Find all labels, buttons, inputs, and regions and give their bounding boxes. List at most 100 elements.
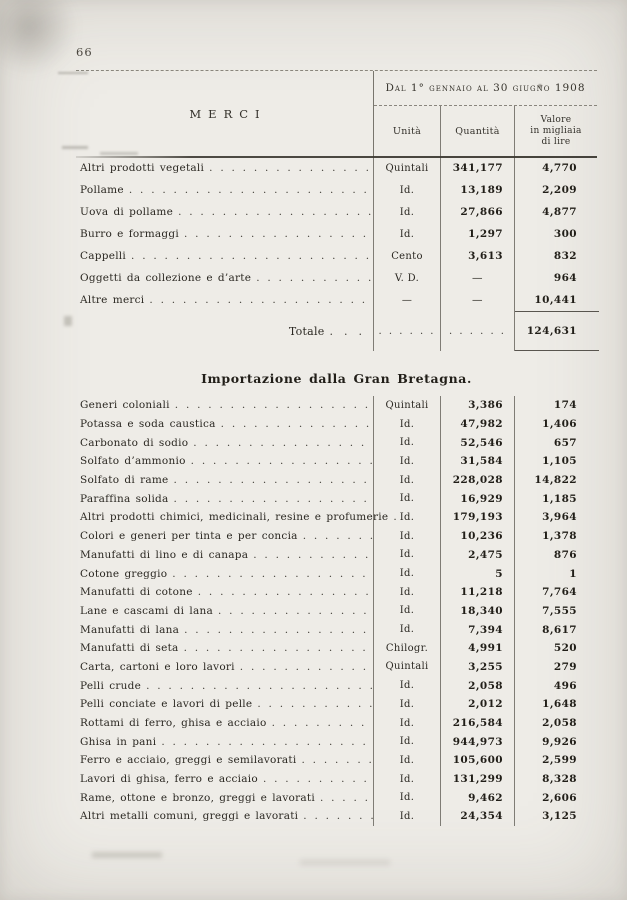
- table-row: Oggetti da collezione e d’arte V. D. — 9…: [76, 267, 597, 289]
- total-unit-cell: . . . . . .: [373, 311, 440, 351]
- quantity-cell: 228,028: [440, 470, 514, 490]
- leader-dots: [193, 586, 373, 598]
- merci-cell: Manufatti di seta: [76, 639, 373, 658]
- unit-cell: Id.: [373, 564, 440, 583]
- leader-dots: [144, 294, 373, 306]
- quantity-cell: 9,462: [440, 788, 514, 808]
- value-cell: 520: [514, 638, 597, 658]
- quantity-cell: 5: [440, 564, 514, 583]
- page-number: 66: [76, 45, 93, 59]
- row-label: Uova di pollame: [80, 206, 174, 218]
- table-row: Cappelli Cento 3,613 832: [76, 245, 597, 267]
- merci-cell: Ghisa in pani: [76, 732, 373, 751]
- value-cell: 9,926: [514, 732, 597, 752]
- unita-column-header: Unità: [392, 125, 422, 137]
- merci-cell: Manufatti di lana: [76, 620, 373, 639]
- unit-cell: Id.: [373, 582, 440, 602]
- quantity-cell: 2,058: [440, 676, 514, 695]
- row-label: Burro e formaggi: [80, 228, 179, 240]
- quantity-cell: 11,218: [440, 582, 514, 602]
- merci-cell: Rame, ottone e bronzo, greggi e lavorati: [76, 788, 373, 807]
- table-row: Generi coloniali Quintali 3,386 174: [76, 396, 597, 415]
- row-label: Paraffina solida: [80, 492, 169, 505]
- quantity-cell: 2,475: [440, 545, 514, 565]
- row-label: Generi coloniali: [80, 399, 170, 412]
- leader-dots: [179, 642, 373, 654]
- value-cell: 1,105: [514, 452, 597, 471]
- row-label: Rottami di ferro, ghisa e acciaio: [80, 717, 267, 730]
- leader-dots: [235, 661, 373, 673]
- gran-bretagna-table: Generi coloniali Quintali 3,386 174 Pota…: [76, 396, 597, 826]
- value-cell: 2,058: [514, 713, 597, 733]
- table-row: Solfato d’ammonio Id. 31,584 1,105: [76, 452, 597, 471]
- table-row: Rame, ottone e bronzo, greggi e lavorati…: [76, 788, 597, 808]
- table-row: Paraffina solida Id. 16,929 1,185: [76, 489, 597, 509]
- merci-label: MERCI: [189, 107, 267, 121]
- quantity-cell: 131,299: [440, 769, 514, 789]
- unit-cell: Id.: [373, 601, 440, 621]
- value-cell: 4,770: [514, 157, 597, 179]
- merci-cell: Rottami di ferro, ghisa e acciaio: [76, 714, 373, 733]
- unit-cell: Id.: [373, 713, 440, 733]
- quantity-cell: 24,354: [440, 807, 514, 826]
- merci-cell: Burro e formaggi: [76, 223, 373, 245]
- leader-dots: [267, 717, 373, 729]
- merci-cell: Oggetti da collezione e d’arte: [76, 267, 373, 289]
- leader-dots: [141, 680, 373, 692]
- value-cell: 8,617: [514, 620, 597, 639]
- leader-dots: . . .: [329, 324, 365, 338]
- merci-cell: Carbonato di sodio: [76, 433, 373, 452]
- total-label-cell: Totale . . .: [76, 311, 373, 351]
- row-label: Solfato di rame: [80, 474, 169, 487]
- row-label: Altri metalli comuni, greggi e lavorati: [80, 810, 299, 823]
- quantity-cell: 7,394: [440, 620, 514, 639]
- merci-cell: Pollame: [76, 179, 373, 201]
- quantity-cell: 105,600: [440, 751, 514, 770]
- table-row: Pelli conciate e lavori di pelle Id. 2,0…: [76, 695, 597, 714]
- unit-cell: V. D.: [373, 267, 440, 289]
- leader-dots: . . . . . .: [378, 325, 436, 337]
- leader-dots: [204, 162, 373, 174]
- table-row: Colori e generi per tinta e per concia I…: [76, 526, 597, 546]
- value-cell: 832: [514, 245, 597, 267]
- leader-dots: [298, 530, 373, 542]
- value-cell: 1: [514, 564, 597, 583]
- table-row: Manufatti di seta Chilogr. 4,991 520: [76, 638, 597, 658]
- table-row: Manufatti di lana Id. 7,394 8,617: [76, 620, 597, 639]
- quantity-cell: —: [440, 267, 514, 289]
- row-label: Colori e generi per tinta e per concia: [80, 530, 298, 543]
- row-label: Potassa e soda caustica: [80, 418, 216, 431]
- table-row: Altri prodotti chimici, medicinali, resi…: [76, 508, 597, 527]
- quantity-cell: 3,386: [440, 396, 514, 415]
- quantity-cell: 47,982: [440, 414, 514, 434]
- sub-column-headers: Unità Quantità Valore in migliaia di lir…: [374, 106, 597, 157]
- value-cell: 7,764: [514, 582, 597, 602]
- quantity-cell: 27,866: [440, 201, 514, 223]
- leader-dots: [170, 399, 373, 411]
- row-label: Cotone greggio: [80, 567, 168, 580]
- leader-dots: [315, 792, 373, 804]
- table-header: MERCI Dal 1° gennaio al 30 giugno 1908 U…: [76, 70, 597, 158]
- merci-cell: Altri prodotti chimici, medicinali, resi…: [76, 508, 388, 527]
- leader-dots: [156, 736, 373, 748]
- merci-cell: Manufatti di lino e di canapa: [76, 546, 373, 565]
- value-cell: 2,209: [514, 179, 597, 201]
- leader-dots: [173, 206, 373, 218]
- table-row: Manufatti di lino e di canapa Id. 2,475 …: [76, 545, 597, 565]
- period-header-block: Dal 1° gennaio al 30 giugno 1908 Unità Q…: [373, 71, 597, 157]
- leader-dots: [252, 698, 373, 710]
- value-cell: 2,606: [514, 788, 597, 808]
- quantity-cell: 4,991: [440, 638, 514, 658]
- merci-cell: Carta, cartoni e loro lavori: [76, 658, 373, 677]
- value-cell: 1,406: [514, 414, 597, 434]
- merci-cell: Altri metalli comuni, greggi e lavorati: [76, 807, 373, 826]
- valore-column-header: Valore in migliaia di lire: [514, 106, 597, 157]
- table-row: Altri metalli comuni, greggi e lavorati …: [76, 807, 597, 826]
- quantity-cell: 944,973: [440, 732, 514, 752]
- leader-dots: [179, 228, 373, 240]
- unit-cell: Cento: [373, 245, 440, 267]
- total-row: Totale . . . . . . . . . . . . . . . 124…: [76, 311, 599, 352]
- unit-cell: Id.: [373, 223, 440, 245]
- merci-cell: Manufatti di cotone: [76, 583, 373, 602]
- leader-dots: [167, 568, 373, 580]
